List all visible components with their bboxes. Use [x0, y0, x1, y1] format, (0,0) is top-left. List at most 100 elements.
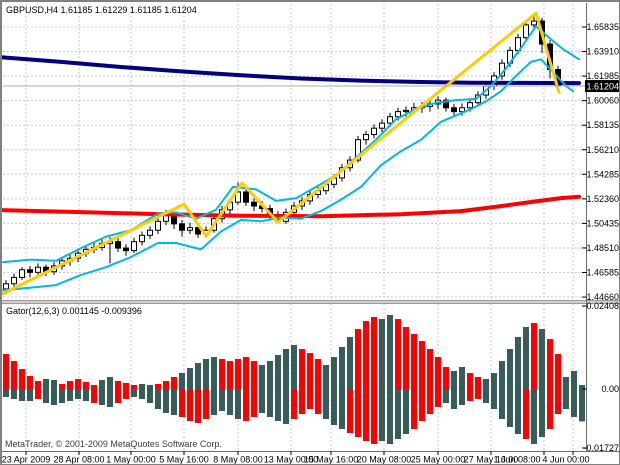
gator-bar-up	[19, 369, 25, 389]
time-axis[interactable]	[25, 451, 574, 455]
gator-bar-down	[339, 389, 345, 429]
gator-bar-down	[299, 389, 305, 414]
gator-bar-up	[531, 323, 537, 389]
gator-bar-up	[339, 347, 345, 389]
candle-body	[443, 99, 449, 109]
time-axis-label: 15 May 16:00	[304, 455, 359, 465]
gator-bar-down	[67, 389, 73, 401]
gator-bar-down	[571, 389, 577, 417]
price-axis-label: 1.50435	[586, 218, 619, 228]
candle-body	[459, 107, 465, 113]
gator-bar-down	[291, 389, 297, 419]
gator-bar-down	[459, 389, 465, 405]
gator-axis-label: 0.00	[601, 384, 619, 394]
gator-bar-down	[427, 389, 433, 414]
gator-bar-up	[99, 380, 105, 389]
gator-bar-up	[139, 384, 145, 389]
gator-bar-up	[323, 365, 329, 389]
gator-bar-down	[211, 389, 217, 415]
gator-bar-up	[11, 361, 17, 389]
candle-body	[131, 241, 137, 252]
gator-bar-up	[187, 368, 193, 389]
gator-bar-up	[195, 363, 201, 389]
gator-bar-up	[371, 317, 377, 389]
gator-bar-up	[555, 354, 561, 389]
candle-body	[235, 191, 241, 203]
price-axis-label: 1.61985	[586, 71, 619, 81]
gator-bar-down	[51, 389, 57, 405]
gator-bar-up	[243, 357, 249, 389]
gator-bar-up	[67, 381, 73, 389]
gator-bar-up	[3, 354, 9, 389]
gator-bar-down	[155, 389, 161, 409]
gator-bar-up	[35, 381, 41, 389]
candle-body	[35, 266, 41, 273]
gator-bar-up	[203, 359, 209, 389]
current-price-label: 1.61204	[586, 82, 619, 92]
gator-bar-down	[115, 389, 121, 403]
gator-bar-up	[427, 349, 433, 389]
time-axis-label: 1 Jun 08:00	[493, 455, 540, 465]
gator-bar-up	[491, 373, 497, 389]
gator-bar-down	[267, 389, 273, 417]
gator-bar-up	[179, 373, 185, 389]
gator-bar-up	[387, 315, 393, 389]
gator-bar-down	[483, 389, 489, 403]
candle-body	[451, 107, 457, 113]
gator-bar-up	[131, 385, 137, 389]
gator-bar-up	[379, 319, 385, 389]
gator-bar-up	[171, 377, 177, 389]
gator-bar-down	[203, 389, 209, 419]
gator-bar-up	[291, 345, 297, 389]
gator-bar-up	[75, 379, 81, 389]
price-axis-label: 1.54285	[586, 169, 619, 179]
gator-bar-up	[83, 382, 89, 389]
candle-body	[195, 227, 201, 235]
gator-bar-down	[491, 389, 497, 409]
gator-bar-up	[467, 373, 473, 389]
gator-bar-down	[107, 389, 113, 407]
candle-body	[243, 191, 249, 203]
gator-bar-down	[259, 389, 265, 413]
gator-bar-down	[123, 389, 129, 399]
price-axis[interactable]	[582, 26, 587, 298]
gator-bar-down	[195, 389, 201, 423]
gator-bar-down	[411, 389, 417, 429]
gator-bar-down	[83, 389, 89, 401]
gator-bar-down	[251, 389, 257, 417]
gator-bar-down	[27, 389, 33, 401]
gator-bar-down	[99, 389, 105, 405]
gator-bar-down	[387, 389, 393, 444]
time-axis-label: 8 May 08:00	[213, 455, 263, 465]
gator-bar-up	[147, 385, 153, 389]
gator-bar-up	[507, 349, 513, 389]
gator-bar-down	[523, 389, 529, 439]
gator-bar-down	[179, 389, 185, 417]
gator-bar-down	[507, 389, 513, 427]
gator-bar-down	[379, 389, 385, 441]
candle-body	[19, 269, 25, 278]
gator-bar-up	[107, 377, 113, 389]
candle-body	[155, 220, 161, 231]
gator-bar-down	[227, 389, 233, 415]
gator-bar-down	[347, 389, 353, 433]
copyright-text: MetaTrader, © 2001-2009 MetaQuotes Softw…	[5, 439, 222, 449]
gator-bar-down	[315, 389, 321, 414]
gator-bar-up	[315, 359, 321, 389]
candle-body	[27, 269, 33, 273]
gator-bar-down	[371, 389, 377, 444]
gator-bar-up	[475, 377, 481, 389]
gator-bar-up	[331, 357, 337, 389]
time-axis-label: 13 May 00:00	[264, 455, 319, 465]
gator-bar-up	[267, 361, 273, 389]
gator-bar-up	[411, 334, 417, 389]
gator-bar-up	[499, 361, 505, 389]
gator-bar-up	[51, 380, 57, 389]
gator-bar-up	[523, 327, 529, 389]
panel-splitter[interactable]	[1, 300, 620, 304]
gator-bar-down	[235, 389, 241, 419]
gator-bar-down	[539, 389, 545, 437]
gator-bar-down	[219, 389, 225, 411]
price-axis-label: 1.58135	[586, 120, 619, 130]
